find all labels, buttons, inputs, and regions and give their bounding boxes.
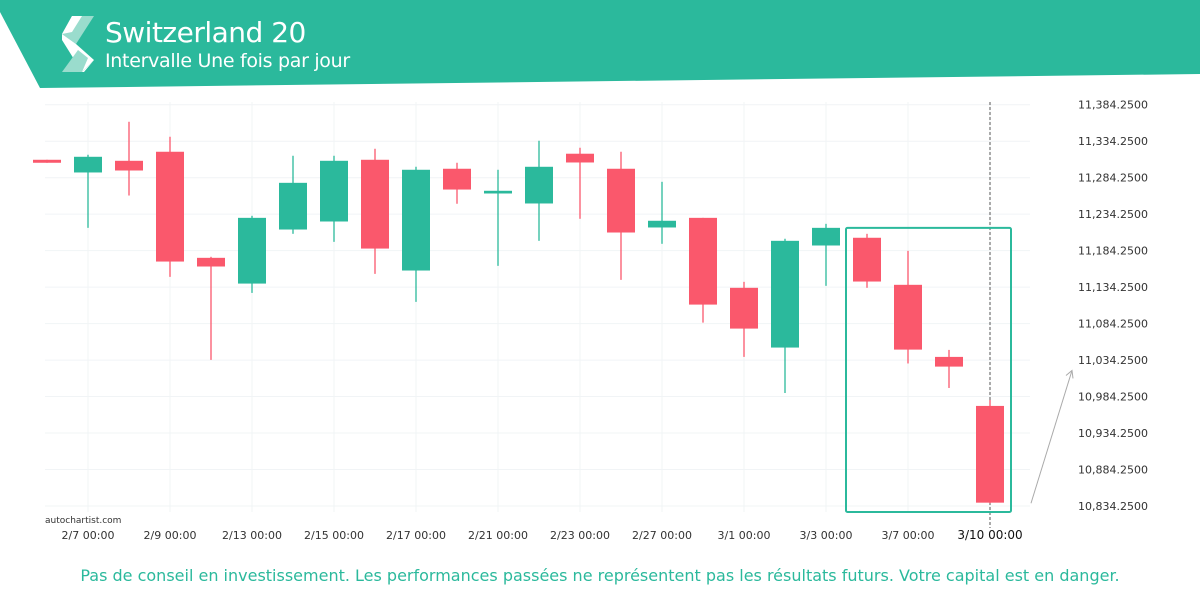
projection-arrow-line [1030, 370, 1073, 504]
candle-body-bearish [33, 159, 61, 163]
x-tick-label: 2/21 00:00 [468, 529, 528, 542]
x-tick-label: 2/9 00:00 [144, 529, 197, 542]
pattern-box [845, 226, 1012, 514]
candle-body-bullish [74, 156, 102, 173]
y-tick-label: 11,284.2500 [1078, 172, 1148, 185]
candle-body-bullish [648, 220, 676, 228]
candle-body-bearish [894, 284, 922, 350]
candle-body-bearish [361, 159, 389, 249]
y-tick-label: 11,234.2500 [1078, 208, 1148, 221]
y-tick-label: 11,034.2500 [1078, 354, 1148, 367]
header-banner [0, 0, 1200, 88]
candle-body-bearish [156, 151, 184, 262]
candle-body-bearish [566, 153, 594, 163]
candle-body-bearish [976, 405, 1004, 503]
candlestick-chart: 11,384.2500 11,334.2500 11,284.2500 11,234.… [33, 99, 1148, 542]
x-tick-label: 3/3 00:00 [800, 529, 853, 542]
y-tick-label: 11,334.2500 [1078, 135, 1148, 148]
candle-body-bearish [607, 168, 635, 233]
y-tick-label: 10,984.2500 [1078, 391, 1148, 404]
x-tick-label: 2/23 00:00 [550, 529, 610, 542]
candle-body-bullish [812, 227, 840, 246]
candle-body-bullish [279, 182, 307, 230]
candle-body-bearish [197, 257, 225, 267]
candle-body-bearish [853, 237, 881, 282]
x-tick-label: 3/1 00:00 [718, 529, 771, 542]
projection-arrow-head-icon [1065, 369, 1074, 379]
y-tick-label: 11,184.2500 [1078, 245, 1148, 258]
candle-body-bullish [484, 190, 512, 194]
y-tick-label: 10,884.2500 [1078, 464, 1148, 477]
y-tick-label: 11,134.2500 [1078, 281, 1148, 294]
watermark: autochartist.com [45, 516, 122, 526]
x-tick-label: 3/10 00:00 [957, 528, 1022, 542]
instrument-title: Switzerland 20 [105, 16, 306, 49]
y-tick-label: 10,834.2500 [1078, 500, 1148, 513]
x-tick-label: 3/7 00:00 [882, 529, 935, 542]
candle-body-bearish [689, 217, 717, 305]
disclaimer: Pas de conseil en investissement. Les pe… [80, 566, 1120, 585]
candle-body-bearish [443, 168, 471, 190]
candle-body-bearish [730, 287, 758, 329]
x-tick-label: 2/13 00:00 [222, 529, 282, 542]
x-tick-label: 2/15 00:00 [304, 529, 364, 542]
candle-body-bearish [115, 160, 143, 171]
candle-body-bearish [935, 356, 963, 367]
candle-body-bullish [238, 217, 266, 284]
x-tick-label: 2/27 00:00 [632, 529, 692, 542]
y-tick-label: 11,384.2500 [1078, 99, 1148, 112]
x-tick-label: 2/17 00:00 [386, 529, 446, 542]
candle-body-bullish [525, 166, 553, 204]
y-tick-label: 10,934.2500 [1078, 427, 1148, 440]
interval-subtitle: Intervalle Une fois par jour [105, 50, 350, 72]
candle-body-bullish [320, 160, 348, 222]
autochartist-logo-icon [62, 16, 94, 72]
x-tick-label: 2/7 00:00 [62, 529, 115, 542]
y-tick-label: 11,084.2500 [1078, 318, 1148, 331]
candle-body-bullish [771, 240, 799, 348]
candle-body-bullish [402, 169, 430, 271]
